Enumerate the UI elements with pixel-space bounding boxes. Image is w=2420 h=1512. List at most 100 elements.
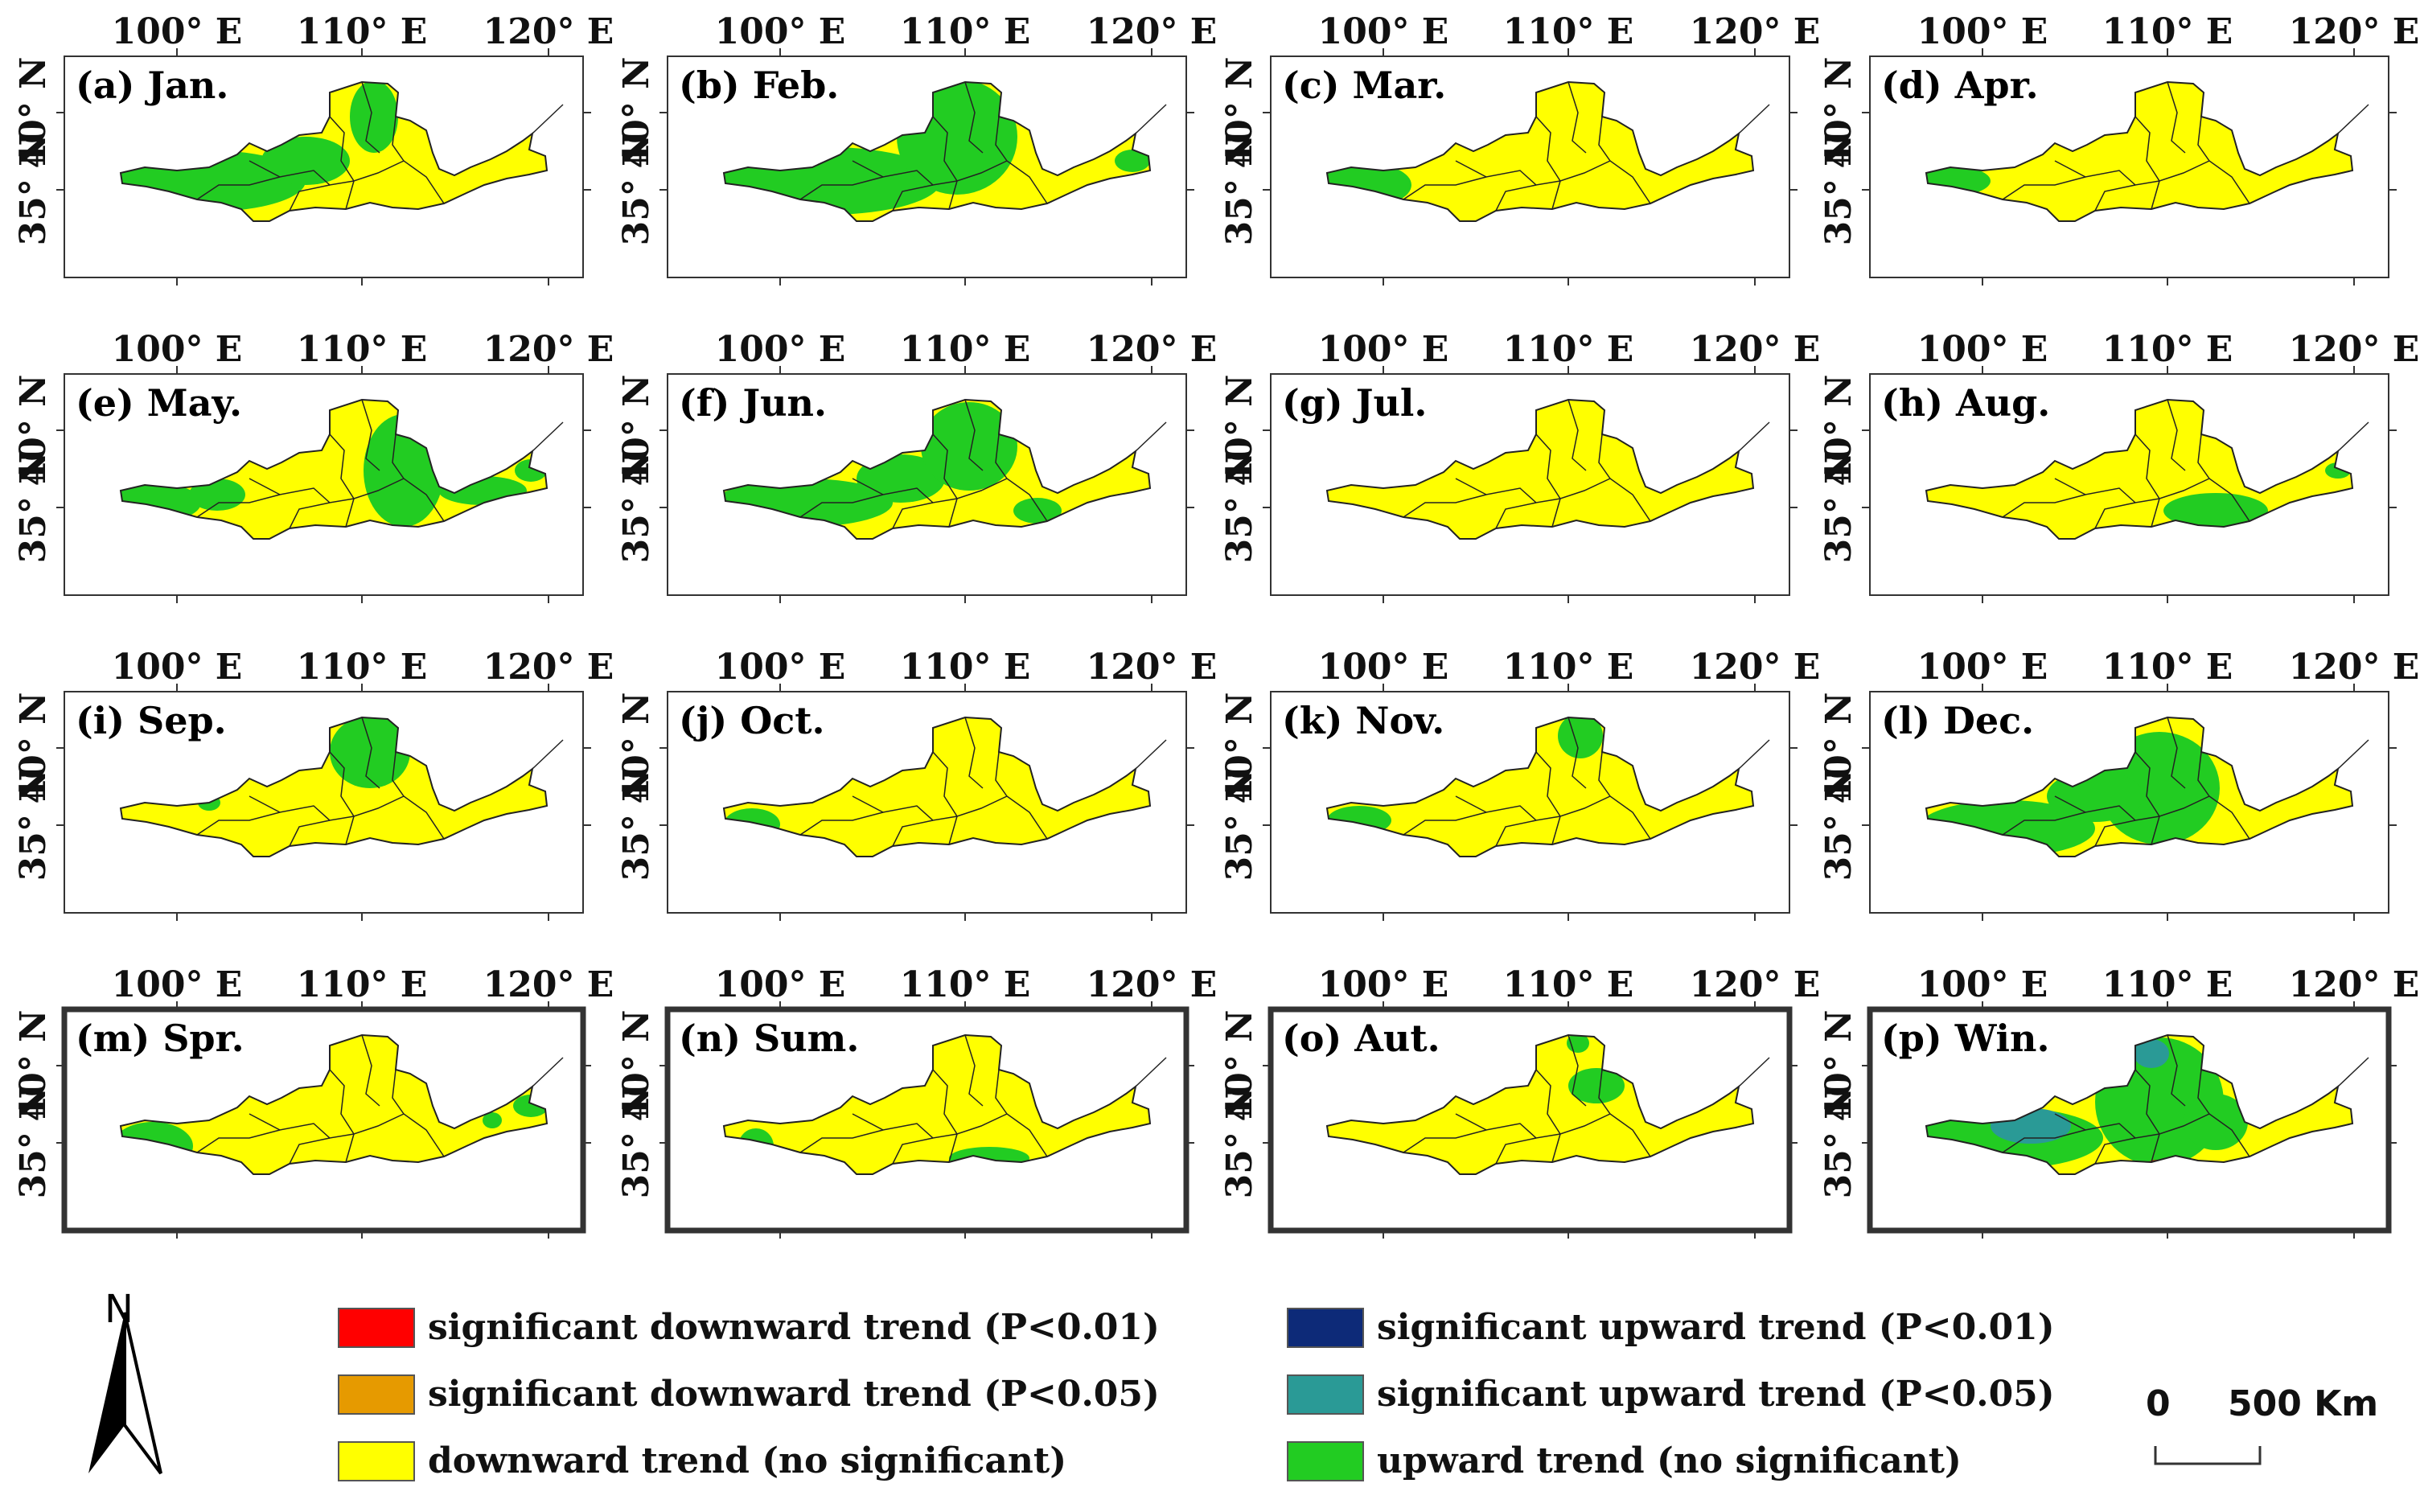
- sub-basin-line: [361, 81, 380, 154]
- lat-label: 35° N: [1818, 770, 1859, 881]
- basin-outline: [119, 1033, 549, 1175]
- trend-patch: [330, 717, 410, 788]
- lon-label: 110° E: [297, 11, 428, 52]
- lon-label: 120° E: [483, 11, 614, 52]
- sub-basin-line: [1535, 751, 1611, 817]
- sub-basin-line: [995, 433, 1048, 522]
- basin-fill: [1327, 400, 1753, 539]
- sub-basin-line: [1403, 1129, 1487, 1153]
- lat-label: 40° N: [616, 57, 657, 169]
- lon-label: 120° E: [2289, 329, 2420, 370]
- sub-basin-line: [2054, 160, 2160, 186]
- sub-basin-line: [2094, 502, 2136, 529]
- basin-outline: [119, 716, 549, 857]
- sub-basin-line: [2197, 1069, 2250, 1157]
- panel-title: (a) Jan.: [76, 64, 228, 107]
- lon-label: 100° E: [1917, 11, 2048, 52]
- sub-basin-line: [1535, 433, 1611, 499]
- sub-basin-line: [1567, 399, 1587, 471]
- river-mouth: [1738, 104, 1770, 134]
- lon-label: 120° E: [2289, 964, 2420, 1005]
- trend-patch: [350, 82, 398, 153]
- sub-basin-line: [392, 751, 445, 840]
- basin-fill: [1327, 82, 1753, 221]
- sub-basin-line: [361, 717, 380, 789]
- lon-label: 120° E: [1087, 329, 1218, 370]
- legend-label: upward trend (no significant): [1377, 1440, 1962, 1481]
- lon-label: 100° E: [715, 11, 846, 52]
- sub-basin-line: [964, 81, 984, 154]
- river-mouth: [2337, 421, 2369, 452]
- lon-label: 120° E: [2289, 11, 2420, 52]
- legend-item-sig-down-05: significant downward trend (P<0.05): [338, 1374, 1160, 1415]
- basin-outline: [1325, 716, 1755, 857]
- river-mouth: [1135, 739, 1167, 770]
- lat-label: 40° N: [1219, 375, 1260, 487]
- sub-basin-line: [892, 820, 934, 847]
- lat-label: 35° N: [13, 770, 54, 881]
- sub-basin-line: [329, 116, 405, 182]
- lon-label: 110° E: [1503, 11, 1634, 52]
- sub-basin-line: [1495, 820, 1537, 847]
- sub-basin-line: [852, 160, 958, 186]
- map-panel: 100° E 110° E 120° E 40° N35° N (j) Oct.: [616, 647, 1217, 921]
- sub-basin-line: [948, 498, 958, 528]
- sub-basin-line: [1495, 502, 1537, 529]
- basin: [1325, 716, 1770, 857]
- panel-title: (e) May.: [76, 381, 242, 425]
- trend-patch: [1013, 498, 1062, 524]
- lat-label: 40° N: [1818, 57, 1859, 169]
- lon-label: 100° E: [1318, 964, 1449, 1005]
- lat-label: 40° N: [1818, 1010, 1859, 1122]
- lat-label: 40° N: [616, 1010, 657, 1122]
- lon-label: 100° E: [1917, 647, 2048, 688]
- sub-basin-line: [2002, 494, 2086, 518]
- panel-title: (c) Mar.: [1282, 64, 1446, 107]
- lon-label: 110° E: [1503, 964, 1634, 1005]
- map-panel: 100° E 110° E 120° E 40° N35° N (o) Aut.: [1219, 964, 1820, 1239]
- basin-outline: [1925, 1033, 2354, 1175]
- lat-label: 35° N: [616, 770, 657, 881]
- lat-label: 35° N: [1219, 1087, 1260, 1199]
- legend-label: significant downward trend (P<0.01): [428, 1307, 1160, 1348]
- sub-basin-line: [799, 176, 884, 200]
- lon-label: 120° E: [1690, 329, 1821, 370]
- sub-basin-line: [852, 478, 958, 503]
- lat-label: 35° N: [616, 452, 657, 564]
- sub-basin-line: [2002, 176, 2086, 200]
- map-panel: 100° E 110° E 120° E 40° N35° N (b) Feb.: [616, 11, 1217, 286]
- sub-basin-line: [2167, 717, 2186, 789]
- lon-label: 100° E: [112, 647, 243, 688]
- sub-basin-line: [2134, 433, 2210, 499]
- sub-basin-line: [2197, 433, 2250, 522]
- river-mouth: [1738, 1057, 1770, 1087]
- basin-fill: [724, 1035, 1150, 1174]
- legend-label: significant upward trend (P<0.05): [1377, 1374, 2055, 1415]
- sub-basin-line: [2094, 184, 2136, 212]
- sub-basin-line: [1535, 1069, 1611, 1135]
- river-mouth: [532, 104, 564, 134]
- lon-label: 110° E: [2102, 964, 2233, 1005]
- legend-item-down-nonsig: downward trend (no significant): [338, 1440, 1066, 1481]
- legend-label: downward trend (no significant): [428, 1440, 1067, 1481]
- map-panel: 100° E 110° E 120° E 40° N35° N (p) Win.: [1818, 964, 2419, 1239]
- basin-outline: [722, 398, 1152, 540]
- lon-label: 120° E: [1690, 964, 1821, 1005]
- sub-basin-line: [2197, 116, 2250, 204]
- legend-item-up-nonsig: upward trend (no significant): [1287, 1440, 1962, 1481]
- legend-swatch: [1287, 1440, 1364, 1481]
- sub-basin-line: [2054, 795, 2160, 821]
- legend-swatch: [1287, 1374, 1364, 1415]
- sub-basin-line: [1455, 1113, 1561, 1139]
- map-panel: 100° E 110° E 120° E 40° N35° N (i) Sep.: [13, 647, 614, 921]
- map-panel: 100° E 110° E 120° E 40° N35° N (f) Jun.: [616, 329, 1217, 603]
- panel-title: (l) Dec.: [1881, 699, 2034, 742]
- basin-fill: [121, 717, 547, 857]
- sub-basin-line: [2151, 180, 2160, 210]
- sub-basin-line: [196, 176, 281, 200]
- trend-patch: [1558, 717, 1603, 758]
- panel-title: (n) Sum.: [679, 1017, 859, 1060]
- sub-basin-line: [196, 1129, 281, 1153]
- lat-label: 35° N: [1219, 134, 1260, 246]
- lon-label: 120° E: [1087, 11, 1218, 52]
